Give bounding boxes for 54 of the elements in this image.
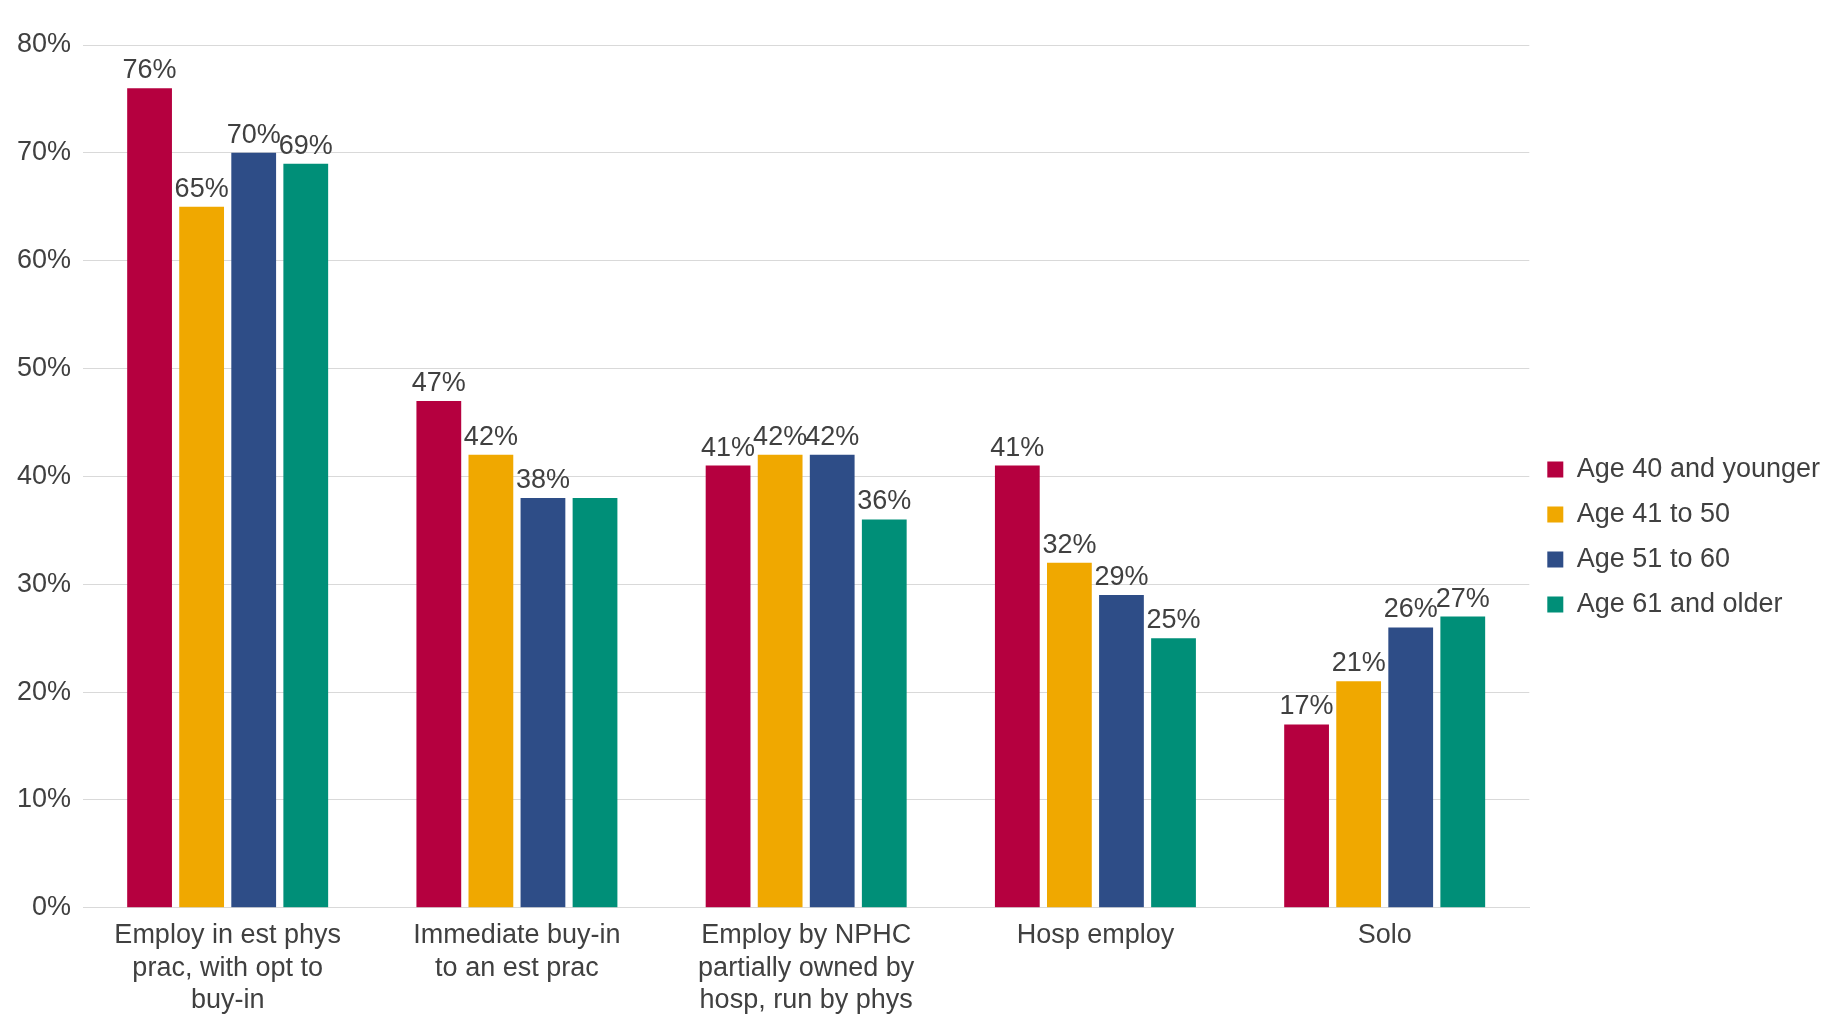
bar: [1099, 595, 1144, 908]
bar: [809, 454, 855, 908]
y-tick-label: 0%: [32, 891, 72, 922]
data-label: 42%: [805, 420, 860, 451]
bar: [1336, 681, 1382, 908]
y-tick-label: 30%: [16, 567, 72, 598]
data-label: 42%: [753, 420, 808, 451]
legend-label: Age 61 and older: [1576, 587, 1783, 618]
data-label: 21%: [1331, 647, 1386, 678]
bar: [179, 206, 225, 908]
legend-label: Age 51 to 60: [1576, 542, 1730, 573]
data-label: 17%: [1279, 690, 1334, 721]
y-tick-label: 50%: [16, 352, 72, 382]
bar: [757, 454, 803, 908]
data-label: 29%: [1094, 560, 1149, 591]
data-label: 47%: [411, 366, 466, 397]
x-tick-label: Hosp employ: [1016, 919, 1175, 950]
x-tick-label: Immediate buy-in to an est prac: [413, 919, 621, 982]
bar: [1440, 616, 1486, 908]
legend-label: Age 41 to 50: [1576, 497, 1730, 528]
legend-label: Age 40 and younger: [1576, 452, 1821, 483]
data-label: 36%: [857, 485, 912, 516]
bar: [1388, 627, 1434, 908]
data-label: 76%: [122, 54, 177, 85]
bar: [572, 497, 618, 908]
bar: [1047, 562, 1092, 908]
bar: [468, 454, 514, 908]
data-label: 70%: [226, 118, 281, 149]
y-tick-label: 40%: [16, 459, 72, 490]
bar: [283, 163, 329, 908]
data-label: 65%: [174, 172, 229, 203]
data-label: 25%: [1146, 604, 1201, 635]
bar: [1151, 638, 1196, 908]
bar: [416, 400, 462, 908]
x-tick-label: Employ by NPHC partially owned by hosp, run by phys: [698, 919, 915, 1015]
bar: [994, 465, 1040, 908]
bar: [1284, 724, 1329, 908]
bar: [705, 465, 751, 908]
bar: [127, 88, 172, 908]
data-label: 32%: [1042, 528, 1097, 559]
bar: [861, 519, 907, 908]
x-tick-label: Employ in est phys prac, with opt to buy-in: [114, 919, 341, 1015]
x-tick-label: Solo: [1357, 919, 1412, 950]
data-label: 42%: [463, 420, 518, 451]
bar: [231, 152, 277, 908]
y-tick-label: 70%: [16, 136, 72, 167]
y-tick-label: 60%: [16, 244, 72, 275]
data-label: 41%: [990, 431, 1045, 462]
y-tick-label: 10%: [16, 783, 72, 814]
data-label: 26%: [1383, 593, 1438, 624]
y-tick-label: 80%: [16, 28, 72, 59]
data-label: 38%: [515, 463, 570, 494]
bar: [520, 497, 566, 908]
y-tick-label: 20%: [16, 675, 72, 706]
